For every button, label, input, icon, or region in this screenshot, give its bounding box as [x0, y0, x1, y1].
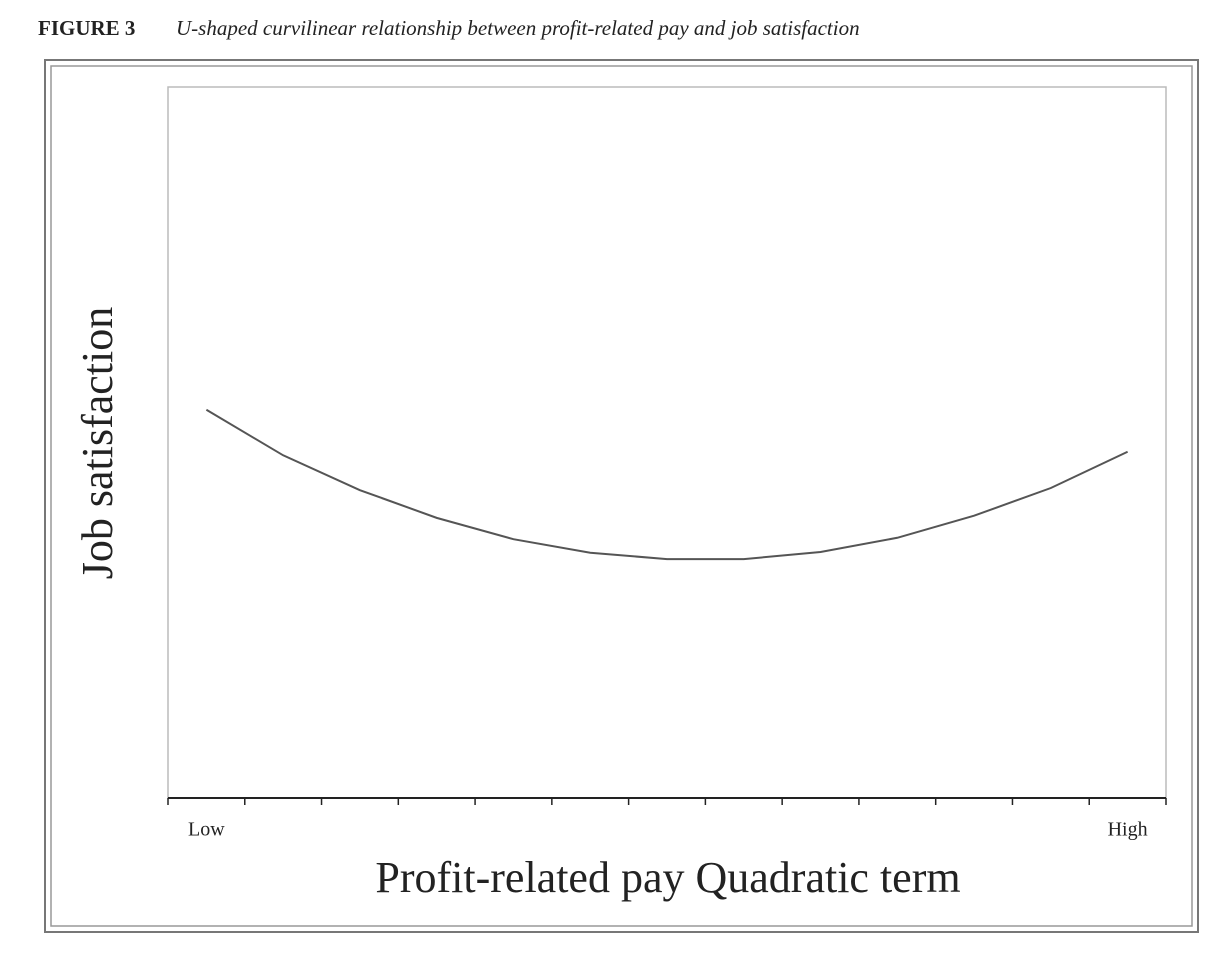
figure-label: FIGURE 3 — [38, 16, 135, 40]
x-tick-label: High — [1108, 819, 1148, 841]
x-tick-label: Low — [188, 819, 225, 841]
chart-title: U-shaped curvilinear relationship betwee… — [176, 16, 860, 40]
plot-area — [167, 86, 1167, 799]
y-axis-label: Job satisfaction — [73, 307, 122, 580]
data-line — [205, 408, 1129, 561]
outer-frame — [44, 59, 1199, 933]
inner-frame — [50, 65, 1193, 927]
x-axis-label: Profit-related pay Quadratic term — [375, 853, 960, 902]
